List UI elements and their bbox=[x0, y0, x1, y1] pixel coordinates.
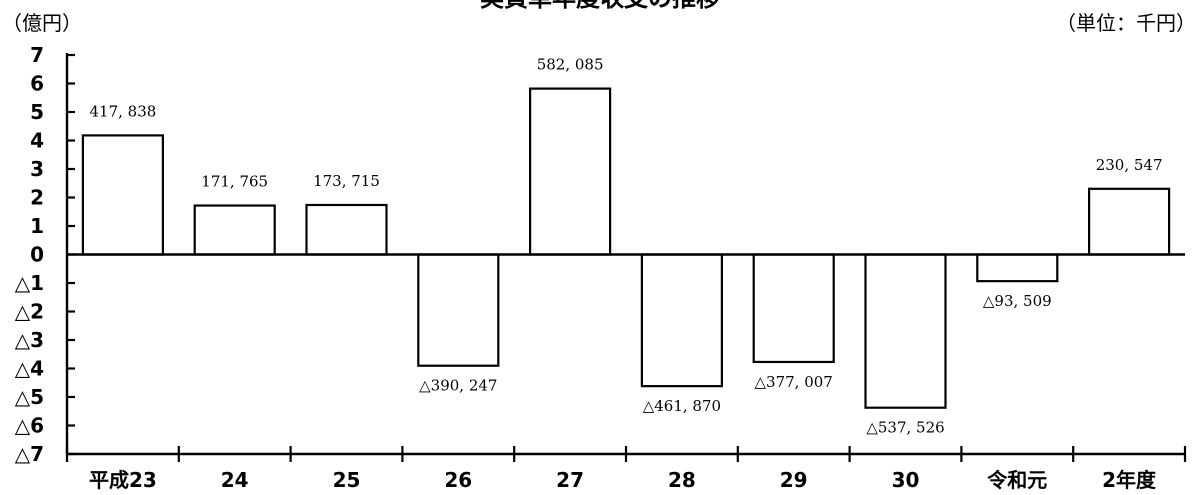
bars-layer bbox=[81, 87, 1171, 409]
axes-layer bbox=[65, 53, 1187, 462]
y-axis-unit-label: （億円） bbox=[2, 11, 82, 35]
category-label: 30 bbox=[892, 468, 920, 492]
data-label: 417, 838 bbox=[90, 102, 157, 120]
category-label: 令和元 bbox=[987, 468, 1047, 492]
bar bbox=[640, 253, 724, 388]
y-tick-label: △6 bbox=[15, 414, 44, 438]
bar bbox=[417, 253, 500, 367]
y-tick-label: 5 bbox=[30, 100, 44, 124]
bar bbox=[193, 204, 276, 256]
data-label: 173, 715 bbox=[313, 172, 380, 190]
y-tick-label: 0 bbox=[30, 243, 44, 267]
category-label: 24 bbox=[221, 468, 249, 492]
category-label: 2年度 bbox=[1102, 468, 1157, 492]
category-label: 28 bbox=[668, 468, 696, 492]
category-label: 26 bbox=[444, 468, 472, 492]
data-label: △461, 870 bbox=[643, 397, 721, 415]
y-tick-label: △7 bbox=[15, 442, 44, 466]
y-tick-label: △4 bbox=[15, 357, 44, 381]
bar bbox=[864, 253, 947, 409]
y-tick-label: 1 bbox=[30, 214, 44, 238]
y-tick-label: △5 bbox=[15, 385, 44, 409]
y-tick-label: 4 bbox=[30, 129, 44, 153]
data-label: △537, 526 bbox=[866, 419, 944, 437]
chart-title: 実質単年度収支の推移 bbox=[480, 0, 720, 12]
data-label: △93, 509 bbox=[983, 292, 1052, 310]
bar bbox=[81, 134, 165, 256]
category-label: 25 bbox=[333, 468, 361, 492]
y-tick-label: △3 bbox=[15, 328, 44, 352]
data-label: 582, 085 bbox=[537, 56, 604, 74]
bar bbox=[1087, 187, 1171, 256]
category-label: 平成23 bbox=[89, 468, 157, 492]
unit-label: （単位：千円） bbox=[1056, 11, 1196, 35]
category-label: 27 bbox=[556, 468, 584, 492]
bar bbox=[305, 203, 388, 256]
y-tick-label: 2 bbox=[30, 186, 44, 210]
data-label: △377, 007 bbox=[755, 373, 833, 391]
bar bbox=[752, 253, 835, 364]
data-label: 230, 547 bbox=[1096, 156, 1163, 174]
data-label: 171, 765 bbox=[201, 173, 268, 191]
y-tick-label: 7 bbox=[30, 43, 44, 67]
data-label: △390, 247 bbox=[419, 377, 497, 395]
bar bbox=[976, 253, 1059, 283]
category-label: 29 bbox=[780, 468, 808, 492]
y-tick-label: 3 bbox=[30, 157, 44, 181]
bar bbox=[528, 87, 612, 256]
y-tick-label: 6 bbox=[30, 72, 44, 96]
y-tick-label: △1 bbox=[15, 271, 44, 295]
y-tick-label: △2 bbox=[15, 300, 44, 324]
